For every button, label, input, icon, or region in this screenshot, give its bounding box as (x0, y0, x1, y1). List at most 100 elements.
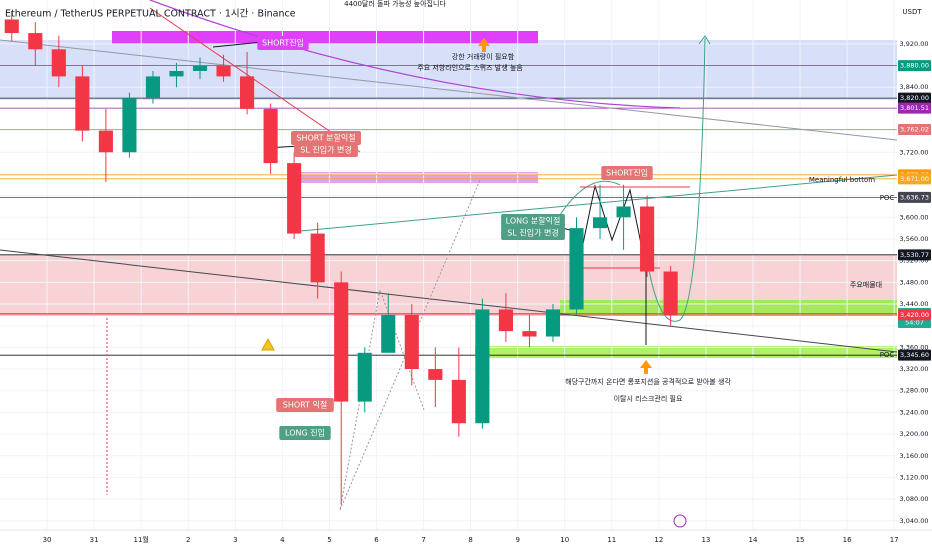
candle-body (169, 70, 184, 77)
annotation: Meaningful bottom (809, 176, 875, 184)
price-axis (897, 0, 932, 550)
y-tick-label: 3,240.00 (900, 408, 929, 416)
candle-body (616, 206, 631, 218)
annotation: 이탈시 리스크관리 필요 (614, 394, 683, 403)
candle-body (428, 369, 443, 380)
candle-body (122, 98, 137, 153)
price-tag (898, 349, 931, 361)
y-tick-label: 3,160.00 (900, 452, 929, 460)
x-tick-label: 5 (327, 536, 331, 544)
arrow-icon (478, 38, 490, 52)
x-tick-label: 14 (749, 536, 758, 544)
annotation: 강한 거래량이 필요함 (452, 52, 515, 61)
x-tick-label: 12 (654, 536, 663, 544)
x-tick-label: 7 (421, 536, 425, 544)
y-tick-label: 3,440.00 (900, 300, 929, 308)
candle-body (75, 76, 90, 131)
x-tick-label: 17 (890, 536, 899, 544)
y-tick-label: 3,080.00 (900, 495, 929, 503)
candle-body (263, 108, 278, 164)
y-tick-label: 3,120.00 (900, 473, 929, 481)
countdown: 54:07 (905, 319, 924, 327)
x-tick-label: 2 (186, 536, 190, 544)
trend-line (0, 249, 898, 353)
candle-body (663, 271, 678, 315)
price-tag-label: 3,345.60 (900, 351, 929, 359)
price-tag-label: 3,801.51 (900, 104, 929, 112)
price-tag (898, 309, 931, 321)
annotation: LONG 분할익절 (506, 216, 561, 226)
annotation: SHORT 익절 (283, 400, 328, 410)
y-tick-label: 3,600.00 (900, 213, 929, 221)
candle-body (240, 76, 255, 109)
x-tick-label: 3 (233, 536, 237, 544)
x-tick-label: 31 (90, 536, 99, 544)
x-tick-label: 10 (560, 536, 569, 544)
projection (559, 180, 621, 216)
pointer (212, 41, 263, 48)
price-tag-label: 3,636.73 (900, 193, 929, 201)
arrow-head (698, 35, 711, 45)
annotation: SHORT진입 (606, 168, 648, 178)
x-tick-label: 15 (796, 536, 805, 544)
price-tag (898, 191, 931, 203)
annotation: SL 진입가 변경 (300, 145, 351, 155)
candle-body (475, 309, 490, 424)
candle-body (287, 163, 302, 234)
projection (647, 37, 706, 322)
trend-line (149, 7, 361, 153)
y-tick-label: 3,200.00 (900, 430, 929, 438)
chart-title: Ethereum / TetherUS PERPETUAL CONTRACT ·… (5, 9, 296, 20)
candle-body (98, 130, 113, 153)
dotted-line (339, 288, 425, 511)
candle-body (522, 331, 537, 337)
candle-body (545, 309, 561, 337)
x-tick-label: 6 (374, 536, 379, 544)
candles (4, 11, 678, 505)
curve (149, 0, 681, 109)
candle-body (569, 228, 584, 310)
event-icon (673, 514, 687, 528)
annotation: 주요 저항라인으로 스퀴즈 발생 높음 (417, 63, 523, 72)
annotation-box (501, 226, 565, 240)
price-tag-label: 3,880.00 (900, 62, 929, 70)
candle-body (216, 65, 231, 77)
y-tick-label: 3,040.00 (900, 517, 929, 525)
price-tag (898, 173, 931, 185)
price-tag-label: 3,420.00 (900, 311, 929, 319)
price-tag-label: 3,762.02 (900, 126, 929, 134)
x-tick-label: 11월 (134, 535, 149, 544)
price-tag (898, 60, 931, 72)
candle-body (4, 19, 19, 34)
price-tag-label: 3,820.00 (900, 94, 929, 102)
annotation: SHORT 분할익절 (296, 133, 355, 143)
annotation-box (601, 166, 653, 180)
candle-body (28, 33, 43, 50)
y-tick-label: 3,320.00 (900, 365, 929, 373)
y-tick-label: 3,280.00 (900, 387, 929, 395)
annotation: 해당구간까지 온다면 롱포지션을 공격적으로 받아볼 생각 (565, 377, 731, 386)
trend-line (289, 174, 898, 233)
y-tick-label: 3,920.00 (900, 40, 929, 48)
annotation: LONG 진입 (285, 428, 325, 438)
price-tag (898, 124, 931, 136)
annotation-box (291, 131, 361, 145)
price-tag-label: 3,671.00 (900, 175, 929, 183)
x-tick-label: 30 (43, 536, 52, 544)
candle-body (451, 379, 466, 424)
candle-body (381, 314, 396, 353)
x-tick-label: 11 (607, 536, 616, 544)
y-tick-label: 3,480.00 (900, 278, 929, 286)
short-zone (112, 31, 538, 44)
trend-line (0, 39, 898, 141)
candle-body (334, 282, 349, 402)
annotation-box (276, 398, 334, 412)
candle-body (51, 49, 66, 77)
candle-body (404, 314, 419, 370)
y-tick-label: 3,520.00 (900, 257, 929, 265)
candle-body (640, 206, 655, 272)
candle-body (192, 65, 208, 71)
price-tag (898, 102, 931, 114)
